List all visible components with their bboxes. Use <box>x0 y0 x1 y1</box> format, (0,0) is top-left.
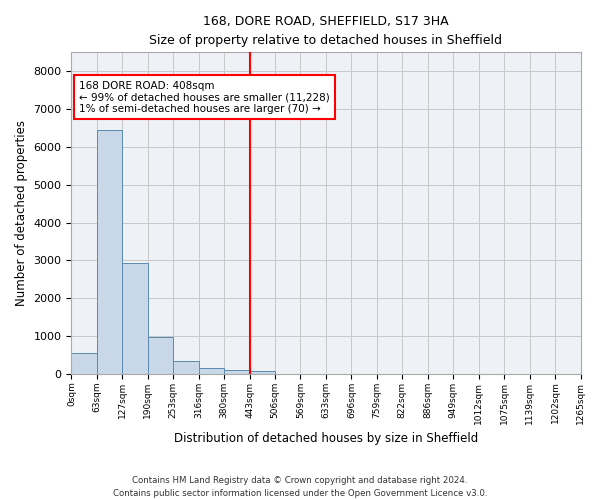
Bar <box>250 371 275 374</box>
Text: 168 DORE ROAD: 408sqm
← 99% of detached houses are smaller (11,228)
1% of semi-d: 168 DORE ROAD: 408sqm ← 99% of detached … <box>79 80 330 114</box>
Y-axis label: Number of detached properties: Number of detached properties <box>15 120 28 306</box>
Title: 168, DORE ROAD, SHEFFIELD, S17 3HA
Size of property relative to detached houses : 168, DORE ROAD, SHEFFIELD, S17 3HA Size … <box>149 15 502 47</box>
Bar <box>199 368 224 374</box>
Bar <box>173 361 199 374</box>
Text: Contains HM Land Registry data © Crown copyright and database right 2024.
Contai: Contains HM Land Registry data © Crown c… <box>113 476 487 498</box>
Bar <box>97 130 122 374</box>
Bar <box>122 263 148 374</box>
Bar <box>148 337 173 374</box>
Bar <box>224 370 250 374</box>
Bar <box>71 353 97 374</box>
X-axis label: Distribution of detached houses by size in Sheffield: Distribution of detached houses by size … <box>174 432 478 445</box>
